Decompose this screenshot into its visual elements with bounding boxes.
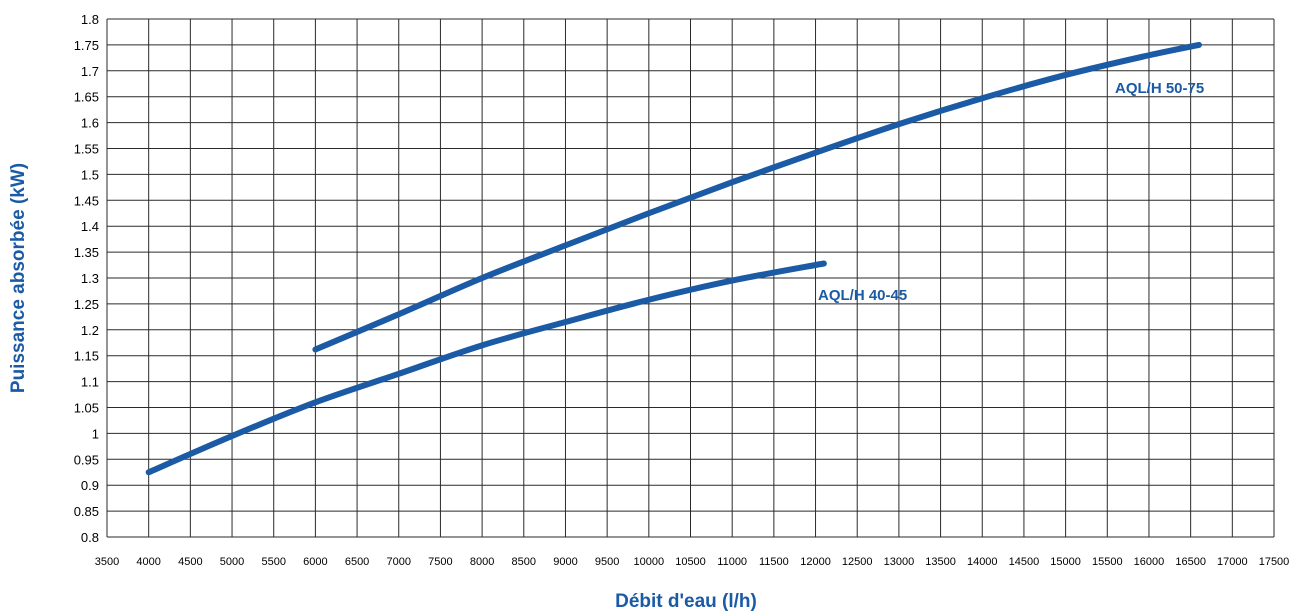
x-tick-label: 6500 [345, 556, 369, 568]
chart-series [145, 41, 1202, 476]
x-tick-label: 7500 [428, 556, 452, 568]
series-line-0 [145, 260, 827, 476]
y-tick-label: 0.9 [81, 478, 99, 493]
x-tick-label: 7000 [387, 556, 411, 568]
y-tick-label: 1.4 [81, 219, 99, 234]
x-tick-label: 5500 [261, 556, 285, 568]
x-tick-label: 14500 [1009, 556, 1040, 568]
x-tick-label: 16000 [1134, 556, 1165, 568]
series-label-aql-40-45: AQL/H 40-45 [818, 287, 907, 304]
y-tick-label: 1 [92, 426, 99, 441]
y-tick-label: 1.75 [74, 38, 99, 53]
x-tick-label: 4000 [136, 556, 160, 568]
y-tick-label: 1.5 [81, 167, 99, 182]
x-tick-label: 6000 [303, 556, 327, 568]
y-tick-label: 1.35 [74, 245, 99, 260]
y-tick-label: 1.2 [81, 323, 99, 338]
chart-tick-labels: 3500 4000 4500 5000 5500 6000 6500 7000 7500 8000… [74, 12, 1290, 568]
x-tick-label: 3500 [95, 556, 119, 568]
x-tick-label: 8500 [512, 556, 536, 568]
y-tick-label: 1.55 [74, 142, 99, 157]
series-line-1 [312, 41, 1202, 353]
x-tick-label: 17000 [1217, 556, 1248, 568]
y-tick-label: 1.05 [74, 401, 99, 416]
y-axis-title: Puissance absorbée (kW) [8, 163, 29, 393]
y-tick-label: 1.25 [74, 297, 99, 312]
x-tick-label: 11500 [759, 556, 789, 568]
x-tick-label: 9000 [553, 556, 577, 568]
x-tick-label: 14000 [967, 556, 998, 568]
x-tick-label: 16500 [1175, 556, 1206, 568]
y-tick-label: 1.6 [81, 116, 99, 131]
x-tick-label: 8000 [470, 556, 494, 568]
x-tick-label: 10000 [634, 556, 665, 568]
series-label-aql-50-75: AQL/H 50-75 [1115, 80, 1204, 97]
x-tick-label: 15500 [1092, 556, 1123, 568]
x-tick-label: 13500 [925, 556, 956, 568]
x-tick-label: 4500 [178, 556, 202, 568]
y-tick-label: 0.8 [81, 530, 99, 545]
y-tick-label: 0.85 [74, 504, 99, 519]
chart-grid [106, 18, 1275, 538]
y-tick-label: 1.45 [74, 193, 99, 208]
x-tick-label: 11000 [717, 556, 747, 568]
x-tick-label: 9500 [595, 556, 619, 568]
x-tick-label: 12500 [842, 556, 873, 568]
x-tick-label: 13000 [884, 556, 915, 568]
x-axis-title: Débit d'eau (l/h) [615, 591, 757, 612]
y-tick-label: 0.95 [74, 452, 99, 467]
y-tick-label: 1.15 [74, 349, 99, 364]
x-tick-label: 12000 [800, 556, 831, 568]
y-tick-label: 1.65 [74, 90, 99, 105]
y-tick-label: 1.1 [81, 375, 99, 390]
x-tick-label: 15000 [1050, 556, 1081, 568]
y-tick-label: 1.8 [81, 12, 99, 27]
x-tick-label: 17500 [1259, 556, 1290, 568]
x-tick-label: 10500 [675, 556, 706, 568]
y-tick-label: 1.7 [81, 64, 99, 79]
x-tick-label: 5000 [220, 556, 244, 568]
y-tick-label: 1.3 [81, 271, 99, 286]
